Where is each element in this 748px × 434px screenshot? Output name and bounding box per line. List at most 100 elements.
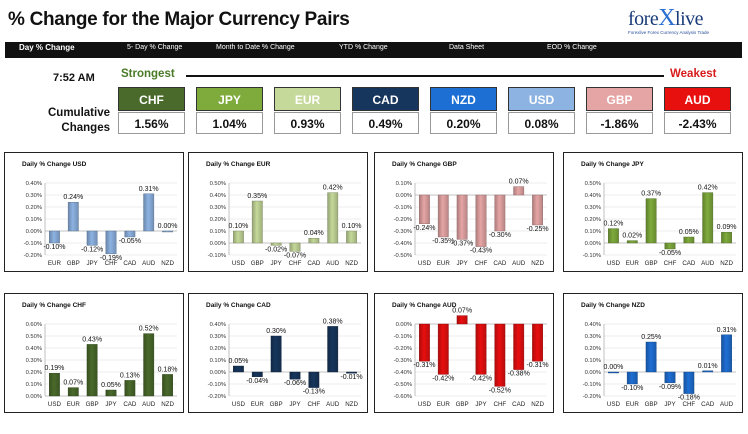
nav-5day-change[interactable]: 5- Day % Change (127, 44, 183, 51)
y-tick-label: -0.10% (394, 334, 412, 340)
x-tick-label: CAD (123, 401, 137, 408)
data-label: 0.43% (82, 336, 102, 343)
x-tick-label: AUD (720, 401, 734, 408)
currency-value-usd: 0.08% (508, 112, 575, 134)
data-label: 0.07% (452, 308, 472, 315)
bar-jpy (456, 194, 468, 240)
bar-aud (143, 193, 155, 232)
y-tick-label: 0.30% (585, 205, 601, 211)
x-tick-label: CHF (664, 260, 677, 267)
x-tick-label: GBP (86, 401, 99, 408)
y-tick-label: 0.50% (585, 181, 601, 187)
data-label: 0.19% (44, 365, 64, 372)
x-tick-label: USD (607, 401, 621, 408)
bar-cad (494, 194, 506, 232)
bar-usd (419, 323, 430, 362)
data-label: 0.01% (698, 363, 718, 370)
nav-data-sheet[interactable]: Data Sheet (449, 44, 485, 51)
data-label: -0.02% (265, 246, 287, 253)
bar-aud (327, 326, 339, 373)
chart-title: Daily % Change AUD (392, 302, 457, 309)
data-label: -0.19% (100, 255, 122, 262)
bar-chf (494, 323, 506, 387)
data-label: -0.05% (119, 238, 141, 245)
data-label: 0.52% (139, 326, 159, 333)
bar-eur (626, 371, 638, 385)
y-tick-label: 0.10% (585, 229, 601, 235)
x-tick-label: JPY (86, 260, 97, 267)
currency-tile-gbp: GBP (586, 87, 653, 111)
y-tick-label: 0.20% (26, 370, 42, 376)
data-label: 0.12% (603, 221, 623, 228)
bar-chf (105, 230, 117, 254)
y-tick-label: 0.40% (585, 193, 601, 199)
bar-gbp (86, 344, 98, 397)
chart-panel-usd: Daily % Change USD -0.20% -0.10% 0.00% 0.10%… (4, 152, 184, 272)
currency-tile-jpy: JPY (196, 87, 263, 111)
y-tick-label: -0.60% (394, 394, 412, 400)
bar-aud (327, 192, 339, 244)
bar-usd (49, 372, 60, 397)
x-tick-label: CAD (493, 260, 507, 267)
y-tick-label: -0.10% (583, 253, 601, 259)
data-label: -0.31% (526, 362, 548, 369)
bar-chf (475, 194, 487, 247)
data-label: 0.38% (323, 318, 343, 325)
x-tick-label: NZD (531, 260, 544, 267)
data-label: 0.18% (158, 366, 178, 373)
forexlive-logo[interactable]: foreXlive Forexlive Forex Currency Analy… (628, 5, 732, 39)
x-tick-label: CAD (512, 401, 526, 408)
y-tick-label: -0.50% (394, 253, 412, 259)
nav-ytd-change[interactable]: YTD % Change (339, 44, 388, 51)
y-tick-label: 0.40% (26, 181, 42, 187)
x-tick-label: AUD (701, 260, 715, 267)
y-tick-label: -0.20% (394, 217, 412, 223)
nav-day-change[interactable]: Day % Change (19, 43, 75, 52)
data-label: -0.09% (659, 384, 681, 391)
nav-month-to-date[interactable]: Month to Date % Change (216, 44, 295, 51)
y-tick-label: 0.10% (396, 181, 412, 187)
bar-jpy (270, 242, 282, 246)
currency-tile-usd: USD (508, 87, 575, 111)
y-tick-label: 0.40% (585, 322, 601, 328)
chart-title: Daily % Change EUR (206, 161, 271, 168)
y-tick-label: 0.10% (26, 217, 42, 223)
y-tick-label: 0.50% (210, 181, 226, 187)
bar-nzd (532, 194, 543, 226)
strength-divider (186, 75, 664, 77)
y-tick-label: -0.10% (208, 382, 226, 388)
bar-cad (124, 230, 136, 238)
bar-jpy (105, 389, 117, 397)
bar-gbp (645, 341, 657, 373)
y-tick-label: -0.10% (24, 241, 42, 247)
x-tick-label: CAD (123, 260, 137, 267)
bar-chf (683, 371, 695, 394)
x-tick-label: GBP (251, 260, 264, 267)
data-label: -0.24% (413, 225, 435, 232)
data-label: -0.30% (489, 232, 511, 239)
y-tick-label: 0.30% (26, 193, 42, 199)
data-label: 0.05% (101, 382, 121, 389)
data-label: -0.13% (303, 389, 325, 396)
data-label: -0.18% (678, 395, 700, 402)
data-label: 0.02% (622, 233, 642, 240)
chart-panel-chf: Daily % Change CHF 0.00% 0.10% 0.20% 0.30% 0.… (4, 293, 184, 413)
currency-value-jpy: 1.04% (196, 112, 263, 134)
data-label: -0.04% (246, 378, 268, 385)
x-tick-label: AUD (512, 260, 526, 267)
x-tick-label: GBP (645, 260, 658, 267)
bar-jpy (86, 230, 98, 246)
bar-aud (143, 333, 155, 397)
timestamp: 7:52 AM (53, 72, 95, 84)
x-tick-label: NZD (345, 260, 358, 267)
x-tick-label: NZD (161, 401, 174, 408)
currency-value-aud: -2.43% (664, 112, 731, 134)
bar-eur (437, 323, 449, 375)
data-label: 0.09% (717, 224, 737, 231)
x-tick-label: CHF (475, 260, 488, 267)
data-label: 0.07% (63, 380, 83, 387)
chart-title: Daily % Change JPY (581, 161, 644, 168)
data-label: 0.42% (323, 185, 343, 192)
page-title: % Change for the Major Currency Pairs (8, 9, 350, 30)
nav-eod-change[interactable]: EOD % Change (547, 44, 597, 51)
